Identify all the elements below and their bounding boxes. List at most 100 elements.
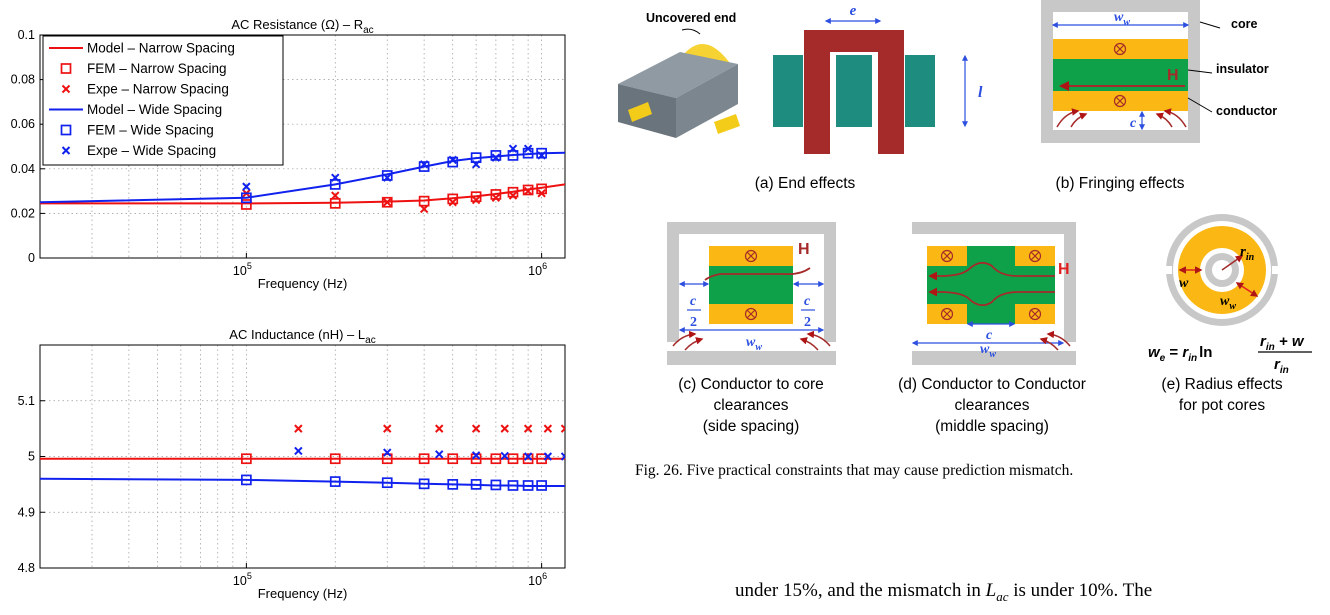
chart1-ytick-label: 0.02 <box>11 206 35 220</box>
fig26-diagram: Uncovered end e l (a) End effects H ww <box>618 0 1312 435</box>
chart1-xtick-label: 105 <box>233 261 252 278</box>
dim-ww-c: ww <box>746 335 762 353</box>
svg-text:rin + w: rin + w <box>1260 333 1305 353</box>
chart2-expe-point <box>523 452 533 461</box>
chart1-expe-point <box>448 155 457 165</box>
chart2-fem-point <box>522 480 534 491</box>
chart1-expe-point <box>383 173 392 182</box>
insulator-label: insulator <box>1216 62 1269 76</box>
chart2-expe-point <box>294 446 303 456</box>
dim-ww-d: ww <box>980 342 996 360</box>
dim-c-right: c <box>804 294 811 309</box>
chart1-fem-point <box>470 152 482 163</box>
chart1-expe-point <box>242 182 251 191</box>
chart2-xtick-label: 105 <box>233 571 252 588</box>
chart1-xlabel: Frequency (Hz) <box>258 276 348 291</box>
chart2-fem-point <box>329 476 341 487</box>
chart1-fem-point <box>418 161 430 172</box>
panel-a-end-effects: Uncovered end e l (a) End effects <box>618 3 983 192</box>
dim-c-d: c <box>986 328 993 343</box>
chart1-series-line <box>40 151 565 204</box>
chart2-expe-point <box>543 452 553 461</box>
dim-two-right: 2 <box>804 315 811 330</box>
figure-caption: Fig. 26. Five practical constraints that… <box>635 462 1074 479</box>
ac-inductance-chart: AC Inductance (nH) – Lac 4.8 4.9 5 5.1 105 106… <box>18 327 566 601</box>
chart1-expe-point <box>491 153 501 162</box>
chart1-ytick-label: 0.1 <box>18 28 35 42</box>
dim-e: e <box>850 3 857 19</box>
chart2-expe-point <box>500 424 509 433</box>
caption-a: (a) End effects <box>755 175 856 192</box>
chart1-xtick-label: 106 <box>528 261 547 278</box>
chart2-fem-point <box>418 453 430 465</box>
chart1-fem-point <box>522 184 534 196</box>
label-rin: rin <box>1240 244 1255 263</box>
panel-c-side-spacing: H c 2 c 2 ww (c) Conductor to core clear… <box>667 222 836 435</box>
chart2-expe-point <box>383 424 392 433</box>
chart1-expe-point <box>491 193 501 202</box>
caption-e-line1: (e) Radius effects <box>1161 376 1282 393</box>
panel-d-middle-spacing: H c ww (d) Conductor to Conductor cleara… <box>898 222 1086 435</box>
chart2-expe-point <box>471 451 481 460</box>
dim-c: c <box>1130 116 1137 131</box>
field-H-label-c: H <box>798 241 810 258</box>
panel-b-fringing-effects: H ww c core insulator conductor (b) Frin… <box>1041 0 1277 192</box>
chart2-fem-point <box>522 453 534 465</box>
chart2-fem-point <box>447 479 459 490</box>
conductor-label: conductor <box>1216 104 1277 118</box>
chart1-expe-point <box>419 160 429 169</box>
chart2-expe-point <box>543 424 553 433</box>
chart2-fem-point <box>470 479 482 490</box>
caption-d-line1: (d) Conductor to Conductor <box>898 376 1086 393</box>
terminal-left <box>628 102 652 122</box>
chart2-fem-point <box>241 474 252 486</box>
chart2-expe-point <box>560 424 565 433</box>
chart1-legend-label: FEM – Narrow Spacing <box>87 61 227 76</box>
chart2-fem-point <box>536 480 547 491</box>
dim-c-left: c <box>690 294 697 309</box>
chart1-expe-point <box>471 195 481 205</box>
chart2-fem-point <box>381 453 393 465</box>
chart1-expe-point <box>523 186 533 196</box>
caption-c-line3: (side spacing) <box>703 418 800 435</box>
chart2-fem-point <box>329 453 341 465</box>
panel-e-radius-effects: rin w ww we = rin ln rin + w rin (e) Radi… <box>1148 214 1312 414</box>
chart2-xlabel: Frequency (Hz) <box>258 586 348 601</box>
chart1-expe-point <box>508 144 518 153</box>
caption-e-line2: for pot cores <box>1179 397 1265 414</box>
chart1-expe-point <box>383 198 392 207</box>
chart2-xtick-label: 106 <box>528 571 547 588</box>
chart1-expe-point <box>537 189 546 198</box>
label-ww: ww <box>1220 294 1236 312</box>
chart1-fem-point <box>329 179 341 190</box>
chart1-fem-point <box>507 150 519 161</box>
ac-resistance-chart: AC Resistance (Ω) – Rac 0 0.02 0.04 0.06 0.08… <box>11 17 566 291</box>
chart1-ytick-label: 0.06 <box>11 117 35 131</box>
chart2-fem-point <box>418 478 430 490</box>
body-paragraph: under 15%, and the mismatch in Lac is un… <box>735 580 1153 604</box>
chart1-fem-point <box>241 192 252 204</box>
chart1-legend-box <box>42 35 284 166</box>
chart1-ytick-label: 0.04 <box>11 162 35 176</box>
chart1-expe-point <box>419 204 429 214</box>
chart2-ytick-label: 5 <box>28 450 35 464</box>
chart1-legend-square-swatch <box>60 124 72 136</box>
chart1-legend-label: Expe – Narrow Spacing <box>87 82 229 97</box>
chart1-fem-point <box>536 147 547 159</box>
label-w: w <box>1179 276 1189 291</box>
chart1-axes-box <box>39 34 566 259</box>
chart2-expe-point <box>294 424 303 433</box>
dim-l: l <box>978 84 983 101</box>
chart1-fem-point <box>241 199 252 210</box>
chart1-fem-point <box>447 156 459 168</box>
chart2-fem-point <box>490 479 502 491</box>
chart2-fem-point <box>490 453 502 465</box>
dim-ww: ww <box>1114 10 1130 28</box>
chart1-fem-point <box>490 150 502 161</box>
caption-c-line1: (c) Conductor to core <box>678 376 824 393</box>
core-label: core <box>1231 17 1257 31</box>
chart2-title: AC Inductance (nH) – Lac <box>229 327 375 346</box>
chart1-legend-square-swatch <box>60 63 72 74</box>
core-leg-left <box>773 55 803 127</box>
chart2-plot-area <box>40 424 565 491</box>
